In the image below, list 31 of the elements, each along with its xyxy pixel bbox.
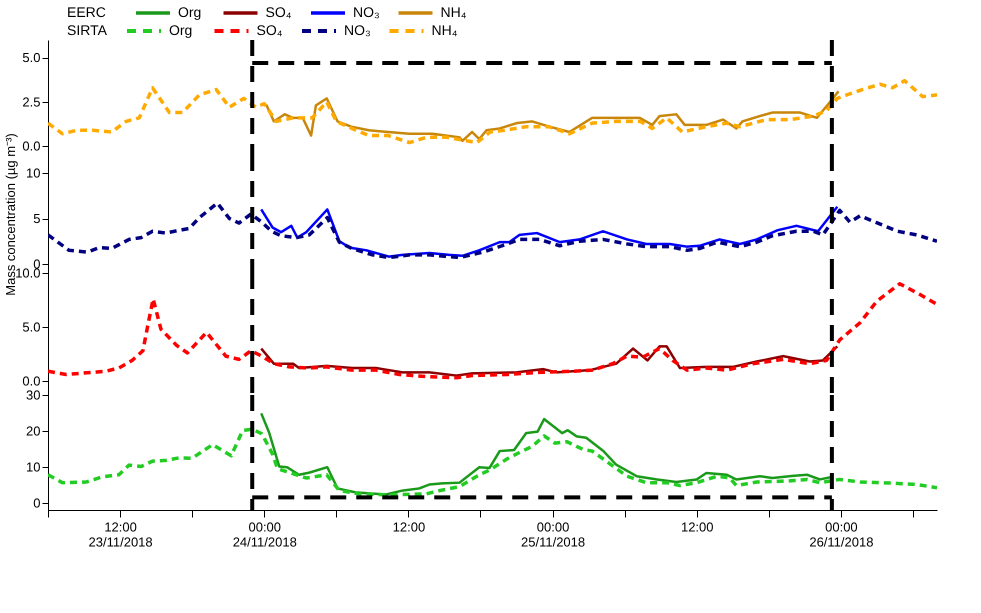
x-tick-label: 12:00 (392, 520, 426, 534)
y-tick-label: 10 (26, 166, 40, 181)
x-tick-label: 12:00 (680, 520, 714, 534)
legend-label: NO₃ (344, 22, 371, 38)
y-tick-label: 0.0 (22, 138, 40, 154)
legend-label: NH₄ (432, 22, 458, 38)
y-tick-label: 20 (26, 423, 40, 438)
text: SIRTA (67, 22, 108, 38)
legend-label: SO₄ (266, 4, 292, 20)
x-tick-label: 12:00 23/11/2018 (88, 520, 153, 550)
line-series (48, 201, 937, 260)
y-tick-label: 5 (33, 211, 40, 226)
legend-label: NO₃ (353, 4, 380, 20)
y-tick-label: 0 (33, 495, 40, 510)
y-tick-label: 5.0 (22, 319, 40, 334)
legend-label: Org (169, 22, 192, 38)
y-tick-label: 30 (26, 388, 40, 402)
x-tick-label: 00:00 25/11/2018 (521, 520, 586, 550)
y-tick-label: 2.5 (22, 94, 40, 110)
legend-label: SO₄ (256, 22, 283, 38)
legend-label: Org (178, 4, 202, 20)
legend-label: NH₄ (440, 4, 467, 20)
y-tick-label: 5.0 (22, 50, 40, 66)
text: EERC (67, 4, 106, 20)
line-series (48, 427, 937, 497)
y-tick-label: 0.0 (22, 373, 40, 388)
line-series (48, 78, 937, 144)
y-tick-label: 10 (26, 459, 40, 474)
x-tick-label: 00:00 24/11/2018 (232, 520, 297, 550)
x-tick-label: 00:00 26/11/2018 (809, 520, 874, 550)
line-series (48, 282, 937, 380)
